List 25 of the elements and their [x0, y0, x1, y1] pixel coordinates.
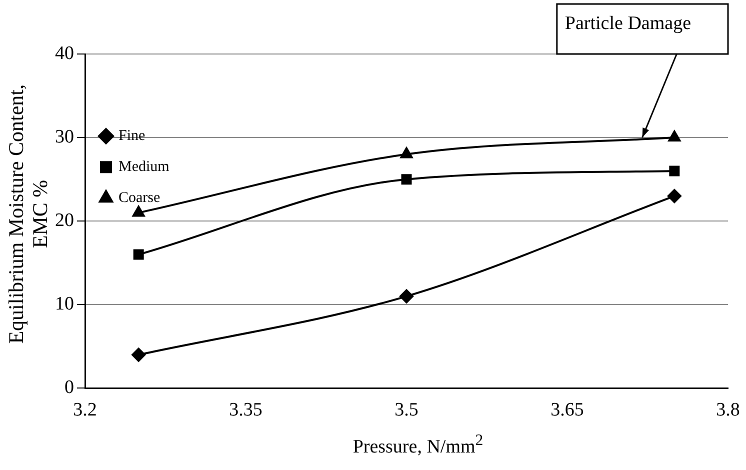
point	[668, 130, 681, 142]
y-tick-label: 10	[55, 294, 74, 315]
point	[669, 166, 680, 176]
y-axis-title: Equilibrium Moisture Content, EMC %	[4, 83, 52, 346]
point	[132, 348, 146, 362]
point	[132, 206, 145, 217]
x-tick-label: 3.35	[229, 400, 262, 421]
x-tick-label: 3.5	[394, 400, 418, 421]
legend-label: Fine	[118, 128, 146, 144]
x-axis-title: Pressure, N/mm$^{2}$	[352, 432, 484, 458]
y-tick-label: 20	[55, 210, 74, 232]
legend-label: Medium	[118, 159, 170, 176]
point	[401, 174, 412, 185]
annotation: Particle Damage	[564, 12, 692, 34]
legend-label: Coarse	[118, 190, 160, 206]
x-tick-label: 3.65	[550, 400, 584, 421]
y-tick-label: 40	[55, 42, 74, 64]
point	[667, 189, 682, 204]
x-tick-label: 3.2	[73, 400, 97, 421]
y-tick-label: 0	[64, 377, 74, 398]
point	[400, 147, 413, 158]
y-tick-label: 30	[55, 126, 74, 148]
point	[400, 289, 414, 304]
x-tick-label: 3.8	[716, 400, 740, 421]
point	[133, 249, 144, 260]
